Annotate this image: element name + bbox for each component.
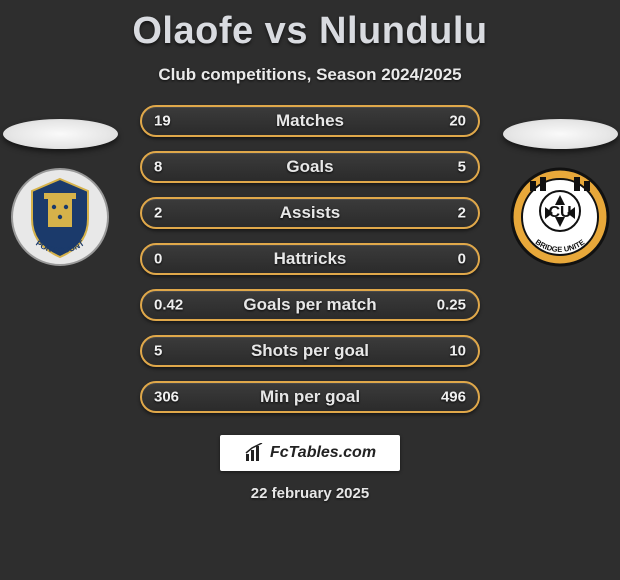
stat-label: Min per goal [260,387,360,407]
stat-bar: 19 Matches 20 [140,105,480,137]
stat-value-right: 5 [458,159,466,176]
stat-value-right: 0.25 [437,297,466,314]
stat-value-right: 2 [458,205,466,222]
stat-bar: 8 Goals 5 [140,151,480,183]
comparison-panel: PORT COUNT CU BRIDGE UNITE [0,105,620,413]
stat-value-right: 10 [449,343,466,360]
right-team-column: CU BRIDGE UNITE [500,105,620,267]
right-team-crest: CU BRIDGE UNITE [510,167,610,267]
stat-value-left: 8 [154,159,162,176]
page-title: Olaofe vs Nlundulu [0,0,620,53]
stat-value-left: 19 [154,113,171,130]
stat-label: Matches [276,111,344,131]
stat-label: Hattricks [274,249,347,269]
left-player-ellipse [3,119,118,149]
left-team-column: PORT COUNT [0,105,120,267]
stat-value-left: 306 [154,389,179,406]
stat-label: Goals [286,157,333,177]
footer-date: 22 february 2025 [0,485,620,502]
left-team-crest: PORT COUNT [10,167,110,267]
stat-value-right: 20 [449,113,466,130]
stat-label: Goals per match [243,295,376,315]
crest-stockport-icon: PORT COUNT [10,167,110,267]
stat-bars: 19Matches208Goals52Assists20Hattricks00.… [140,105,480,413]
right-player-ellipse [503,119,618,149]
svg-text:CU: CU [548,204,571,221]
stat-value-left: 0 [154,251,162,268]
stat-label: Shots per goal [251,341,369,361]
stat-bar: 306 Min per goal 496 [140,381,480,413]
stat-value-left: 5 [154,343,162,360]
stat-bar: 2 Assists 2 [140,197,480,229]
stat-value-right: 0 [458,251,466,268]
footer-brand-text: FcTables.com [270,444,376,462]
stat-bar: 5 Shots per goal 10 [140,335,480,367]
stat-bar: 0 Hattricks 0 [140,243,480,275]
stat-value-left: 2 [154,205,162,222]
footer-brand-badge: FcTables.com [220,435,400,471]
subtitle: Club competitions, Season 2024/2025 [0,65,620,85]
stat-label: Assists [280,203,340,223]
crest-cambridge-icon: CU BRIDGE UNITE [510,167,610,267]
stat-value-right: 496 [441,389,466,406]
stat-value-left: 0.42 [154,297,183,314]
stat-bar: 0.42 Goals per match 0.25 [140,289,480,321]
chart-icon [244,443,264,463]
